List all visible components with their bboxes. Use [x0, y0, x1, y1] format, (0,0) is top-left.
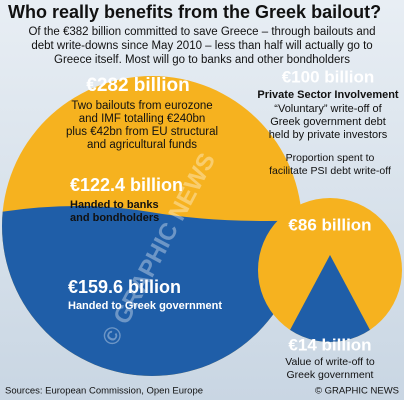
banks-label: and bondholders [70, 212, 159, 224]
subtitle: debt write-downs since May 2010 – less t… [31, 40, 372, 52]
title: Who really benefits from the Greek bailo… [8, 2, 381, 22]
proportion-label: Proportion spent to [286, 152, 375, 164]
sources: Sources: European Commission, Open Europ… [5, 386, 203, 397]
proportion-label: facilitate PSI debt write-off [269, 165, 391, 177]
greece-psi-share [290, 255, 370, 330]
right-heading: Private Sector Involvement [257, 89, 399, 101]
left-description: and agricultural funds [87, 139, 197, 151]
left-circle [2, 76, 302, 376]
right-greece-label: Value of write-off to [285, 356, 375, 368]
texts: Who really benefits from the Greek bailo… [5, 2, 399, 397]
psi-value: €86 billion [288, 215, 371, 234]
right-description: held by private investors [269, 129, 388, 141]
right-description: Greek government debt [270, 116, 386, 128]
greece-label: Handed to Greek government [68, 300, 222, 312]
left-description: Two bailouts from eurozone [71, 100, 212, 112]
greece-share [2, 206, 302, 376]
subtitle: Of the €382 billion committed to save Gr… [28, 26, 375, 38]
left-total: €282 billion [86, 75, 189, 96]
right-total: €100 billion [282, 67, 375, 86]
left-description: and IMF totalling €240bn [79, 113, 206, 125]
banks-label: Handed to banks [70, 199, 159, 211]
banks-value: €122.4 billion [70, 175, 183, 195]
subtitle: Greece itself. Most will go to banks and… [54, 54, 350, 66]
greece-value: €159.6 billion [68, 277, 181, 297]
credit: © GRAPHIC NEWS [315, 386, 399, 397]
left-description: plus €42bn from EU structural [66, 126, 218, 138]
right-greece-label: Greek government [287, 369, 374, 381]
right-description: “Voluntary” write-off of [274, 103, 382, 115]
right-greece-value: €14 billion [288, 335, 371, 354]
